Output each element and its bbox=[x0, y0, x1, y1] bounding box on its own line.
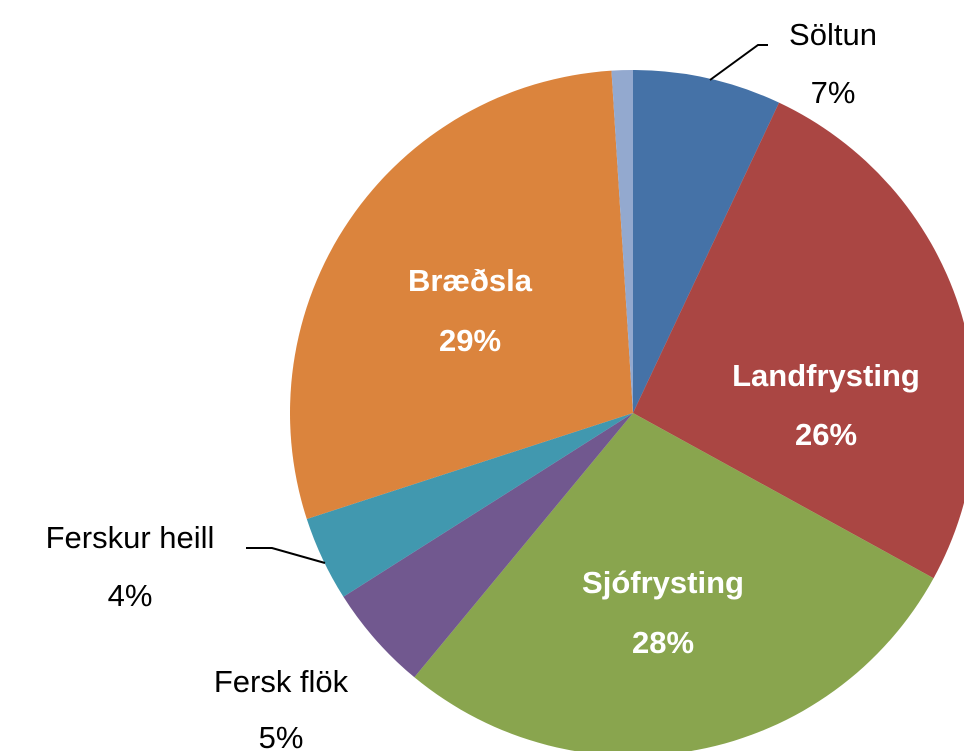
pie-slice bbox=[306, 413, 633, 597]
slice-value-label: 28% bbox=[632, 625, 694, 660]
slice-value-label: 7% bbox=[811, 75, 856, 110]
slice-label: Landfrysting bbox=[732, 358, 920, 393]
pie-slice bbox=[633, 70, 780, 413]
slice-label: Söltun bbox=[789, 17, 877, 52]
pie-slice bbox=[343, 413, 633, 678]
pie-slice bbox=[290, 70, 633, 519]
pie-slice bbox=[611, 70, 633, 413]
slice-label: Bræðsla bbox=[408, 263, 533, 298]
slice-label: Sjófrysting bbox=[582, 565, 744, 600]
pie-slice bbox=[633, 102, 964, 579]
slice-value-label: 5% bbox=[259, 720, 304, 751]
slice-label: Fersk flök bbox=[214, 664, 349, 699]
slice-value-label: 4% bbox=[108, 578, 153, 613]
slice-label: Ferskur heill bbox=[46, 520, 215, 555]
leader-line bbox=[246, 547, 326, 564]
leader-line bbox=[709, 44, 768, 81]
slice-value-label: 29% bbox=[439, 323, 501, 358]
pie-slice bbox=[414, 413, 934, 751]
slice-value-label: 26% bbox=[795, 417, 857, 452]
